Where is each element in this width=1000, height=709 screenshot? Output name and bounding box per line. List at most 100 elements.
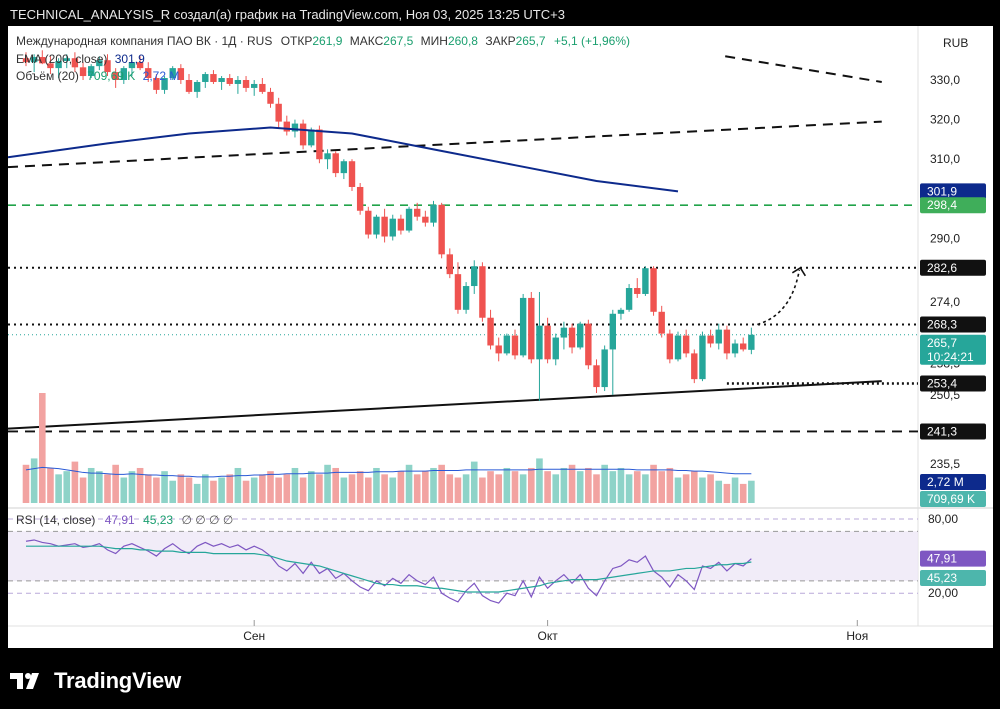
chart-area[interactable]: 330,0320,0310,0290,0274,0258,5250,5241,3…: [8, 26, 993, 648]
legend-change: +5,1 (+1,96%): [554, 34, 630, 48]
legend-ema-value: 301,9: [115, 52, 145, 66]
volume-bar: [365, 477, 372, 503]
volume-bar: [682, 474, 690, 503]
tradingview-footer: TradingView: [10, 664, 181, 698]
volume-bar: [642, 474, 649, 503]
volume-bar: [161, 471, 168, 503]
volume-bar: [707, 474, 714, 503]
candle-body: [324, 153, 331, 160]
volume-bar: [87, 467, 95, 503]
volume-bar: [202, 474, 209, 503]
candle-body: [642, 268, 649, 294]
volume-bar: [22, 464, 30, 503]
candle-body: [153, 78, 160, 90]
candle-body: [503, 335, 511, 354]
candle-body: [185, 80, 193, 92]
chart-canvas[interactable]: 330,0320,0310,0290,0274,0258,5250,5241,3…: [8, 26, 993, 648]
candle-body: [161, 78, 168, 90]
volume-bar: [259, 474, 266, 503]
volume-bar: [430, 467, 437, 503]
price-badge-sub: 10:24:21: [927, 350, 974, 364]
candle-body: [585, 323, 592, 366]
rsi-line: [25, 539, 752, 604]
volume-badge-bg: [920, 491, 986, 507]
volume-bar: [617, 467, 625, 503]
candle-body: [495, 345, 502, 354]
volume-bar: [560, 467, 568, 503]
legend-high-label: МАКС: [350, 34, 384, 48]
candle-body: [267, 91, 274, 104]
volume-bar: [242, 480, 250, 503]
volume-bar: [397, 471, 405, 503]
trendline: [8, 380, 882, 430]
candle-body: [88, 66, 95, 77]
volume-bar: [316, 474, 323, 503]
candle-body: [536, 325, 543, 360]
volume-bar: [71, 461, 79, 503]
legend-volume-ma: 2,72 M: [143, 69, 180, 83]
volume-bar: [552, 474, 560, 503]
volume-bar: [739, 483, 747, 503]
rsi-badge: 47,91: [927, 552, 957, 566]
candle-body: [397, 218, 405, 231]
legend-rsi-label: RSI (14, close): [16, 513, 95, 527]
volume-bar: [405, 464, 413, 503]
candle-body: [316, 129, 323, 160]
candle-body: [699, 335, 706, 380]
ema-line: [8, 126, 679, 193]
volume-bar: [576, 471, 584, 503]
candle-body: [365, 210, 372, 235]
volume-bar: [218, 477, 225, 503]
candle-body: [634, 288, 641, 294]
volume-bar: [104, 474, 111, 503]
projection-arrow-head: [791, 266, 807, 277]
volume-bar: [601, 464, 608, 503]
candle-body: [609, 313, 616, 350]
volume-bar: [650, 464, 657, 503]
volume-bar: [332, 467, 339, 503]
candle-body: [568, 327, 576, 348]
volume-bar: [55, 474, 62, 503]
volume-bar: [210, 480, 217, 503]
volume-bar: [633, 471, 641, 503]
candle-body: [617, 309, 625, 314]
volume-badge-bg: [920, 474, 986, 490]
svg-text:EMA (200, close) 301: EMA (200, close) 301,9: [16, 52, 145, 66]
candle-body: [471, 266, 478, 287]
candle-body: [47, 63, 54, 69]
legend-rsi-extra: ∅ ∅ ∅ ∅: [181, 513, 233, 527]
volume-bar: [307, 471, 315, 503]
volume-badge: 709,69 K: [927, 492, 975, 506]
rsi-badge-bg: [920, 569, 986, 586]
volume-bar: [470, 461, 478, 503]
volume-bar: [568, 464, 576, 503]
rsi-badge-bg: [920, 550, 986, 567]
volume-bar: [381, 474, 388, 503]
tradingview-logo-icon: [10, 673, 39, 689]
candle-body: [275, 103, 282, 122]
legend-open: 261,9: [312, 34, 342, 48]
legend-close: 265,7: [516, 34, 546, 48]
volume-bar: [96, 471, 103, 503]
candle-body: [405, 208, 413, 231]
candle-body: [39, 57, 46, 64]
volume-bar: [185, 477, 193, 503]
rsi-badge: 45,23: [927, 571, 957, 585]
candle-body: [658, 311, 665, 334]
candle-body: [128, 62, 136, 69]
volume-bar: [446, 474, 454, 503]
trendline: [8, 120, 882, 169]
candle-body: [650, 268, 657, 312]
candle-body: [544, 325, 551, 360]
candle-body: [723, 329, 731, 354]
legend-rsi-ma: 45,23: [143, 513, 173, 527]
price-tick-label: 235,5: [930, 457, 960, 471]
volume-bar: [748, 480, 755, 503]
rsi-ma-line: [26, 545, 752, 593]
candle-body: [731, 343, 739, 354]
price-badge: 268,3: [927, 317, 957, 331]
volume-bar: [144, 474, 152, 503]
candle-body: [104, 60, 111, 73]
volume-bar: [63, 471, 71, 503]
